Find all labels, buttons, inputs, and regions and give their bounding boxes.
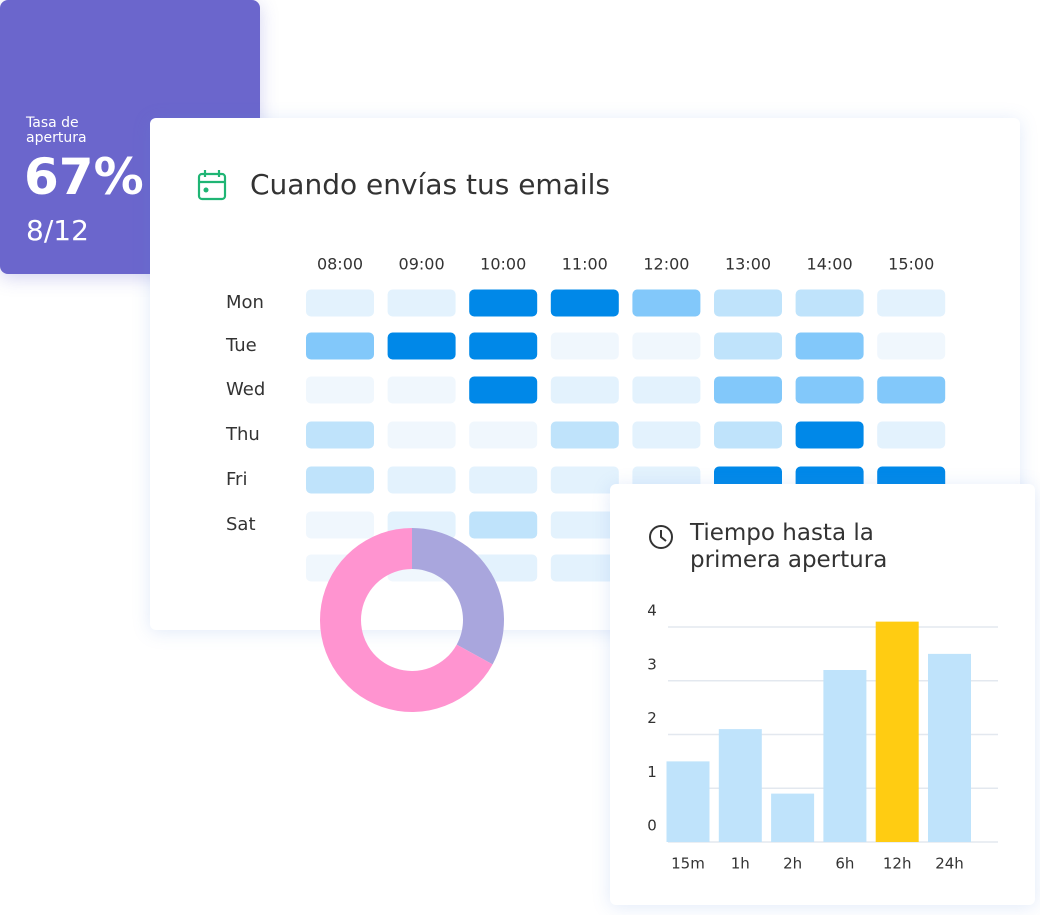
x-tick-label: 2h	[783, 855, 802, 873]
column-label: 14:00	[807, 255, 853, 274]
x-tick-label: 6h	[835, 855, 854, 873]
y-tick-label: 2	[647, 709, 657, 727]
heat-cell	[306, 332, 374, 360]
clock-icon	[649, 525, 673, 549]
y-tick-label: 1	[647, 763, 657, 781]
y-tick-label: 4	[647, 602, 657, 620]
heat-cell	[387, 511, 456, 539]
heat-cell	[877, 332, 946, 360]
y-tick-label: 3	[647, 655, 657, 673]
column-label: 12:00	[643, 255, 689, 274]
column-label: 15:00	[888, 255, 934, 274]
heat-cell	[877, 376, 946, 404]
calendar-icon	[197, 170, 227, 201]
row-label: Wed	[226, 379, 265, 400]
column-label: 13:00	[725, 255, 771, 274]
heat-cell	[550, 376, 619, 404]
heat-cell	[714, 421, 782, 449]
heat-cell	[632, 376, 701, 404]
heat-cell	[714, 332, 782, 360]
bar-chart: 0 1 2 3 4 15m 1h 2h 6h 12h 24h	[647, 525, 998, 873]
bar	[928, 653, 971, 842]
pie-subtitle: 8/12	[26, 214, 89, 247]
bar	[771, 793, 815, 842]
row-label: Mon	[226, 292, 264, 313]
heat-cell	[632, 289, 701, 317]
heat-cell	[550, 554, 619, 582]
bar-title: Tiempo hasta la primera apertura	[690, 520, 888, 573]
heat-cell	[877, 421, 946, 449]
heat-cell	[306, 554, 374, 582]
y-tick-label: 0	[647, 817, 657, 835]
heat-cell	[469, 421, 538, 449]
heat-cell	[306, 289, 374, 317]
heat-cell	[550, 466, 619, 494]
heat-cell	[387, 376, 456, 404]
x-tick-label: 15m	[671, 855, 705, 873]
heat-cell	[795, 376, 864, 404]
heat-cell	[387, 332, 456, 360]
column-label: 09:00	[399, 255, 445, 274]
heat-cell	[306, 511, 374, 539]
x-tick-label: 24h	[935, 855, 964, 873]
bar	[875, 621, 919, 842]
heat-cell	[795, 332, 864, 360]
heat-cell	[469, 466, 538, 494]
row-label: Sat	[226, 514, 256, 535]
bar	[823, 670, 867, 842]
heat-cell	[306, 376, 374, 404]
heat-cell	[306, 466, 374, 494]
heat-cell	[469, 376, 538, 404]
heat-cell	[714, 376, 782, 404]
heat-cell	[469, 289, 538, 317]
bar	[718, 729, 762, 842]
x-tick-label: 1h	[731, 855, 750, 873]
heat-cell	[306, 421, 374, 449]
heat-cell	[795, 289, 864, 317]
heat-cell	[550, 511, 619, 539]
bar-card: 0 1 2 3 4 15m 1h 2h 6h 12h 24h Tiempo hasta la pri…	[610, 484, 1035, 905]
heat-cell	[632, 332, 701, 360]
heat-cell	[795, 421, 864, 449]
heat-cell	[714, 289, 782, 317]
heat-cell	[387, 554, 456, 582]
heat-cell	[550, 289, 619, 317]
row-label: Fri	[226, 469, 247, 490]
heat-cell	[632, 421, 701, 449]
x-tick-label: 12h	[883, 855, 912, 873]
heat-cell	[550, 421, 619, 449]
heat-cell	[469, 554, 538, 582]
heat-cell	[469, 332, 538, 360]
heat-cell	[387, 466, 456, 494]
pie-center-label: 67%	[24, 148, 144, 206]
heat-cell	[387, 421, 456, 449]
heatmap-title: Cuando envías tus emails	[250, 168, 610, 201]
heat-cell	[387, 289, 456, 317]
heat-cell	[469, 511, 538, 539]
heat-cell	[877, 289, 946, 317]
column-label: 08:00	[317, 255, 363, 274]
row-label: Tue	[225, 335, 257, 356]
bar	[666, 761, 710, 842]
column-label: 10:00	[480, 255, 526, 274]
column-label: 11:00	[562, 255, 608, 274]
row-label: Thu	[225, 424, 260, 445]
pie-title: Tasa de apertura	[26, 115, 87, 146]
heat-cell	[550, 332, 619, 360]
